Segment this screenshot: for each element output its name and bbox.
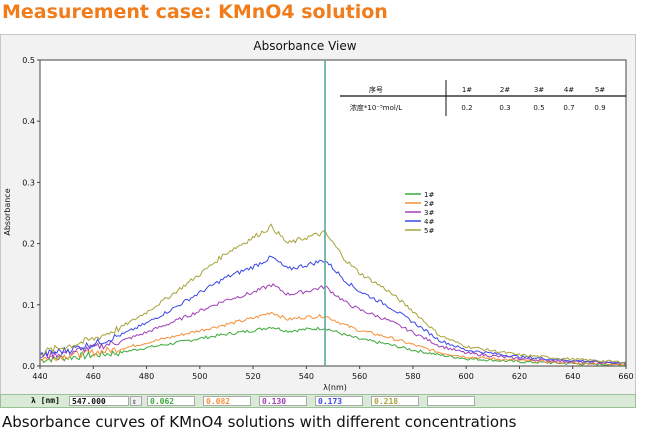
y-tick-label: 0.5 [22,56,35,65]
series-line-2 [39,311,626,366]
series-layer [39,223,626,367]
y-tick-label: 0.3 [22,178,35,187]
series-line-4 [39,255,626,364]
x-tick-label: 440 [32,372,47,381]
x-tick-label: 580 [405,372,420,381]
x-tick-label: 560 [352,372,367,381]
reading-3: 0.130 [259,396,307,406]
concentration-table: 序号 1# 2# 3# 4# 5# 浓度*10⁻⁵mol/L 0.2 0.3 0.5 0.7 0.9 [340,80,626,116]
wavelength-readout[interactable]: 547.000 [69,396,129,406]
table-header-cell: 4# [564,86,574,94]
table-header-cell: 5# [595,86,605,94]
y-tick-label: 0.1 [22,301,35,310]
series-line-5 [39,223,626,364]
legend-label: 4# [424,218,434,226]
status-bar: λ [nm] 547.000 ⇕ 0.062 0.082 0.130 0.173… [0,394,636,408]
wavelength-spinner-icon[interactable]: ⇕ [130,396,142,406]
absorbance-chart: Absorbance View λ(nm) Absorbance 440 460 4… [3,39,634,392]
page-heading: Measurement case: KMnO4 solution [2,1,388,23]
reading-4: 0.173 [315,396,363,406]
chart-title: Absorbance View [253,39,356,53]
x-tick-label: 480 [139,372,154,381]
table-value-cell: 0.3 [499,104,510,112]
series-line-3 [39,283,626,365]
x-tick-label: 460 [86,372,101,381]
plot-area [39,59,627,367]
legend-label: 3# [424,209,434,217]
legend: 1#2#3#4#5# [405,191,434,235]
reading-2: 0.082 [203,396,251,406]
axis-layer: 440 460 480 500 520 540 560 580 600 620 640 660 0.0 0… [22,56,633,381]
legend-label: 2# [424,200,434,208]
y-axis-label: Absorbance [3,188,12,235]
table-value-cell: 浓度*10⁻⁵mol/L [350,103,402,112]
table-header-cell: 3# [534,86,544,94]
wavelength-label: λ [nm] [31,396,60,405]
status-spare-field [427,396,475,406]
x-tick-label: 600 [459,372,474,381]
legend-label: 5# [424,227,434,235]
reading-1: 0.062 [147,396,195,406]
x-tick-label: 500 [192,372,207,381]
x-axis-label: λ(nm) [323,383,347,392]
y-tick-label: 0.2 [22,240,35,249]
x-tick-label: 520 [245,372,260,381]
y-tick-label: 0.0 [22,362,35,371]
table-value-cell: 0.9 [594,104,605,112]
x-tick-label: 660 [618,372,633,381]
x-tick-label: 640 [565,372,580,381]
table-header-cell: 2# [500,86,510,94]
table-value-cell: 0.2 [461,104,472,112]
series-line-1 [39,326,626,367]
table-value-cell: 0.5 [533,104,544,112]
figure-caption: Absorbance curves of KMnO4 solutions wit… [2,413,517,431]
table-header-cell: 序号 [369,85,383,94]
x-tick-label: 540 [299,372,314,381]
x-tick-label: 620 [512,372,527,381]
table-value-cell: 0.7 [563,104,574,112]
table-header-cell: 1# [462,86,472,94]
legend-label: 1# [424,191,434,199]
y-tick-label: 0.4 [22,117,35,126]
reading-5: 0.218 [371,396,419,406]
